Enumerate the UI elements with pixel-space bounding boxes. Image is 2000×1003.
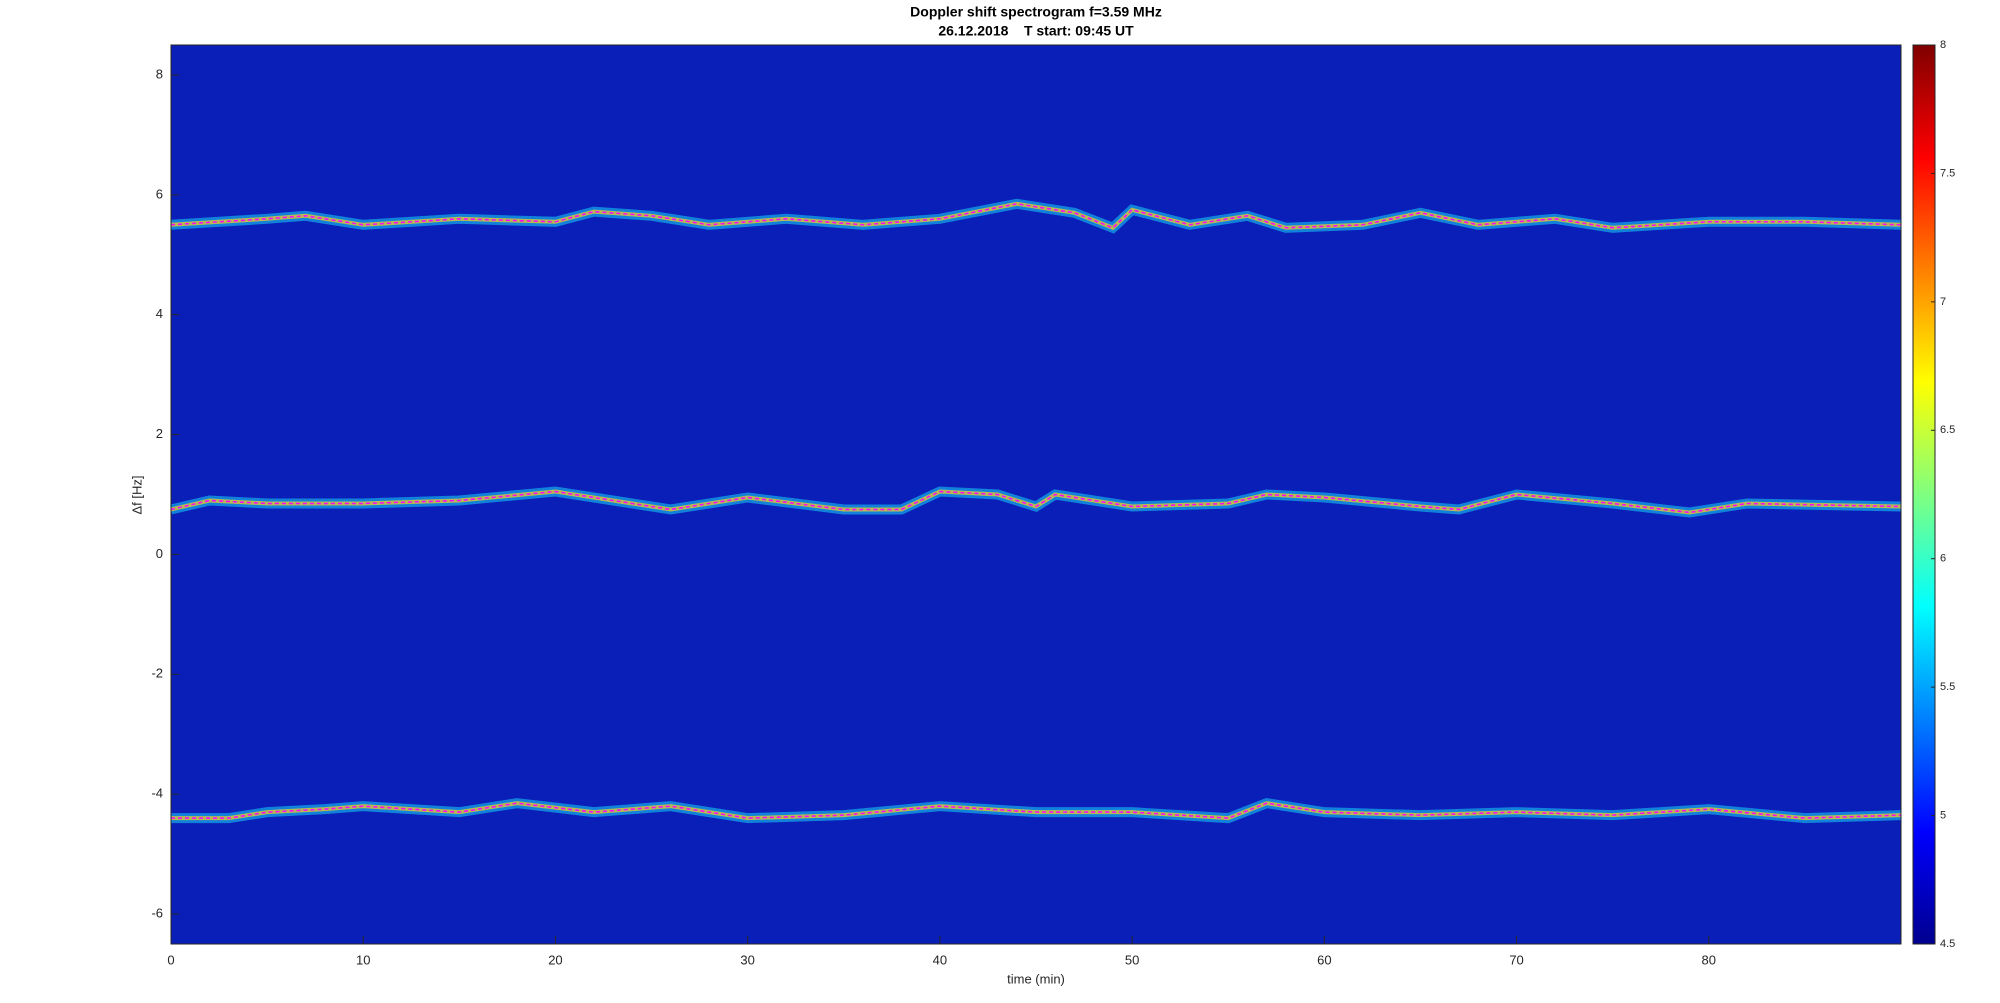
plot-area xyxy=(171,45,1901,944)
y-tick-label: -6 xyxy=(151,905,163,920)
trace-line xyxy=(171,802,1902,819)
colorbar-tick-label: 5.5 xyxy=(1940,681,1955,693)
x-tick-label: 0 xyxy=(167,952,174,967)
y-tick-label: -2 xyxy=(151,666,163,681)
chart-subtitle: 26.12.2018 T start: 09:45 UT xyxy=(938,23,1134,39)
x-axis-label: time (min) xyxy=(1007,971,1065,986)
colorbar-tick-label: 5 xyxy=(1940,809,1946,821)
colorbar-tick-label: 7.5 xyxy=(1940,167,1955,179)
colorbar xyxy=(1912,44,1936,945)
y-axis-label: Δf [Hz] xyxy=(129,475,144,514)
y-tick-label: 2 xyxy=(156,426,163,441)
trace-line xyxy=(170,490,1902,514)
colorbar-tick-label: 4.5 xyxy=(1940,938,1955,950)
trace-line xyxy=(170,203,1902,229)
plot-frame xyxy=(170,44,1902,945)
y-tick-label: -4 xyxy=(151,786,163,801)
y-tick-label: 4 xyxy=(156,306,163,321)
x-tick-label: 50 xyxy=(1125,952,1139,967)
x-tick-label: 80 xyxy=(1702,952,1716,967)
colorbar-tick-label: 8 xyxy=(1940,39,1946,51)
colorbar-tick-label: 6 xyxy=(1940,553,1946,565)
y-tick-label: 6 xyxy=(156,186,163,201)
x-tick-label: 10 xyxy=(356,952,370,967)
colorbar-tick-label: 7 xyxy=(1940,296,1946,308)
x-tick-label: 20 xyxy=(548,952,562,967)
colorbar-tick-label: 6.5 xyxy=(1940,424,1955,436)
chart-title: Doppler shift spectrogram f=3.59 MHz xyxy=(910,4,1162,20)
x-tick-label: 30 xyxy=(740,952,754,967)
x-tick-label: 40 xyxy=(933,952,947,967)
x-tick-label: 60 xyxy=(1317,952,1331,967)
y-tick-label: 0 xyxy=(156,546,163,561)
y-tick-label: 8 xyxy=(156,66,163,81)
x-tick-label: 70 xyxy=(1509,952,1523,967)
